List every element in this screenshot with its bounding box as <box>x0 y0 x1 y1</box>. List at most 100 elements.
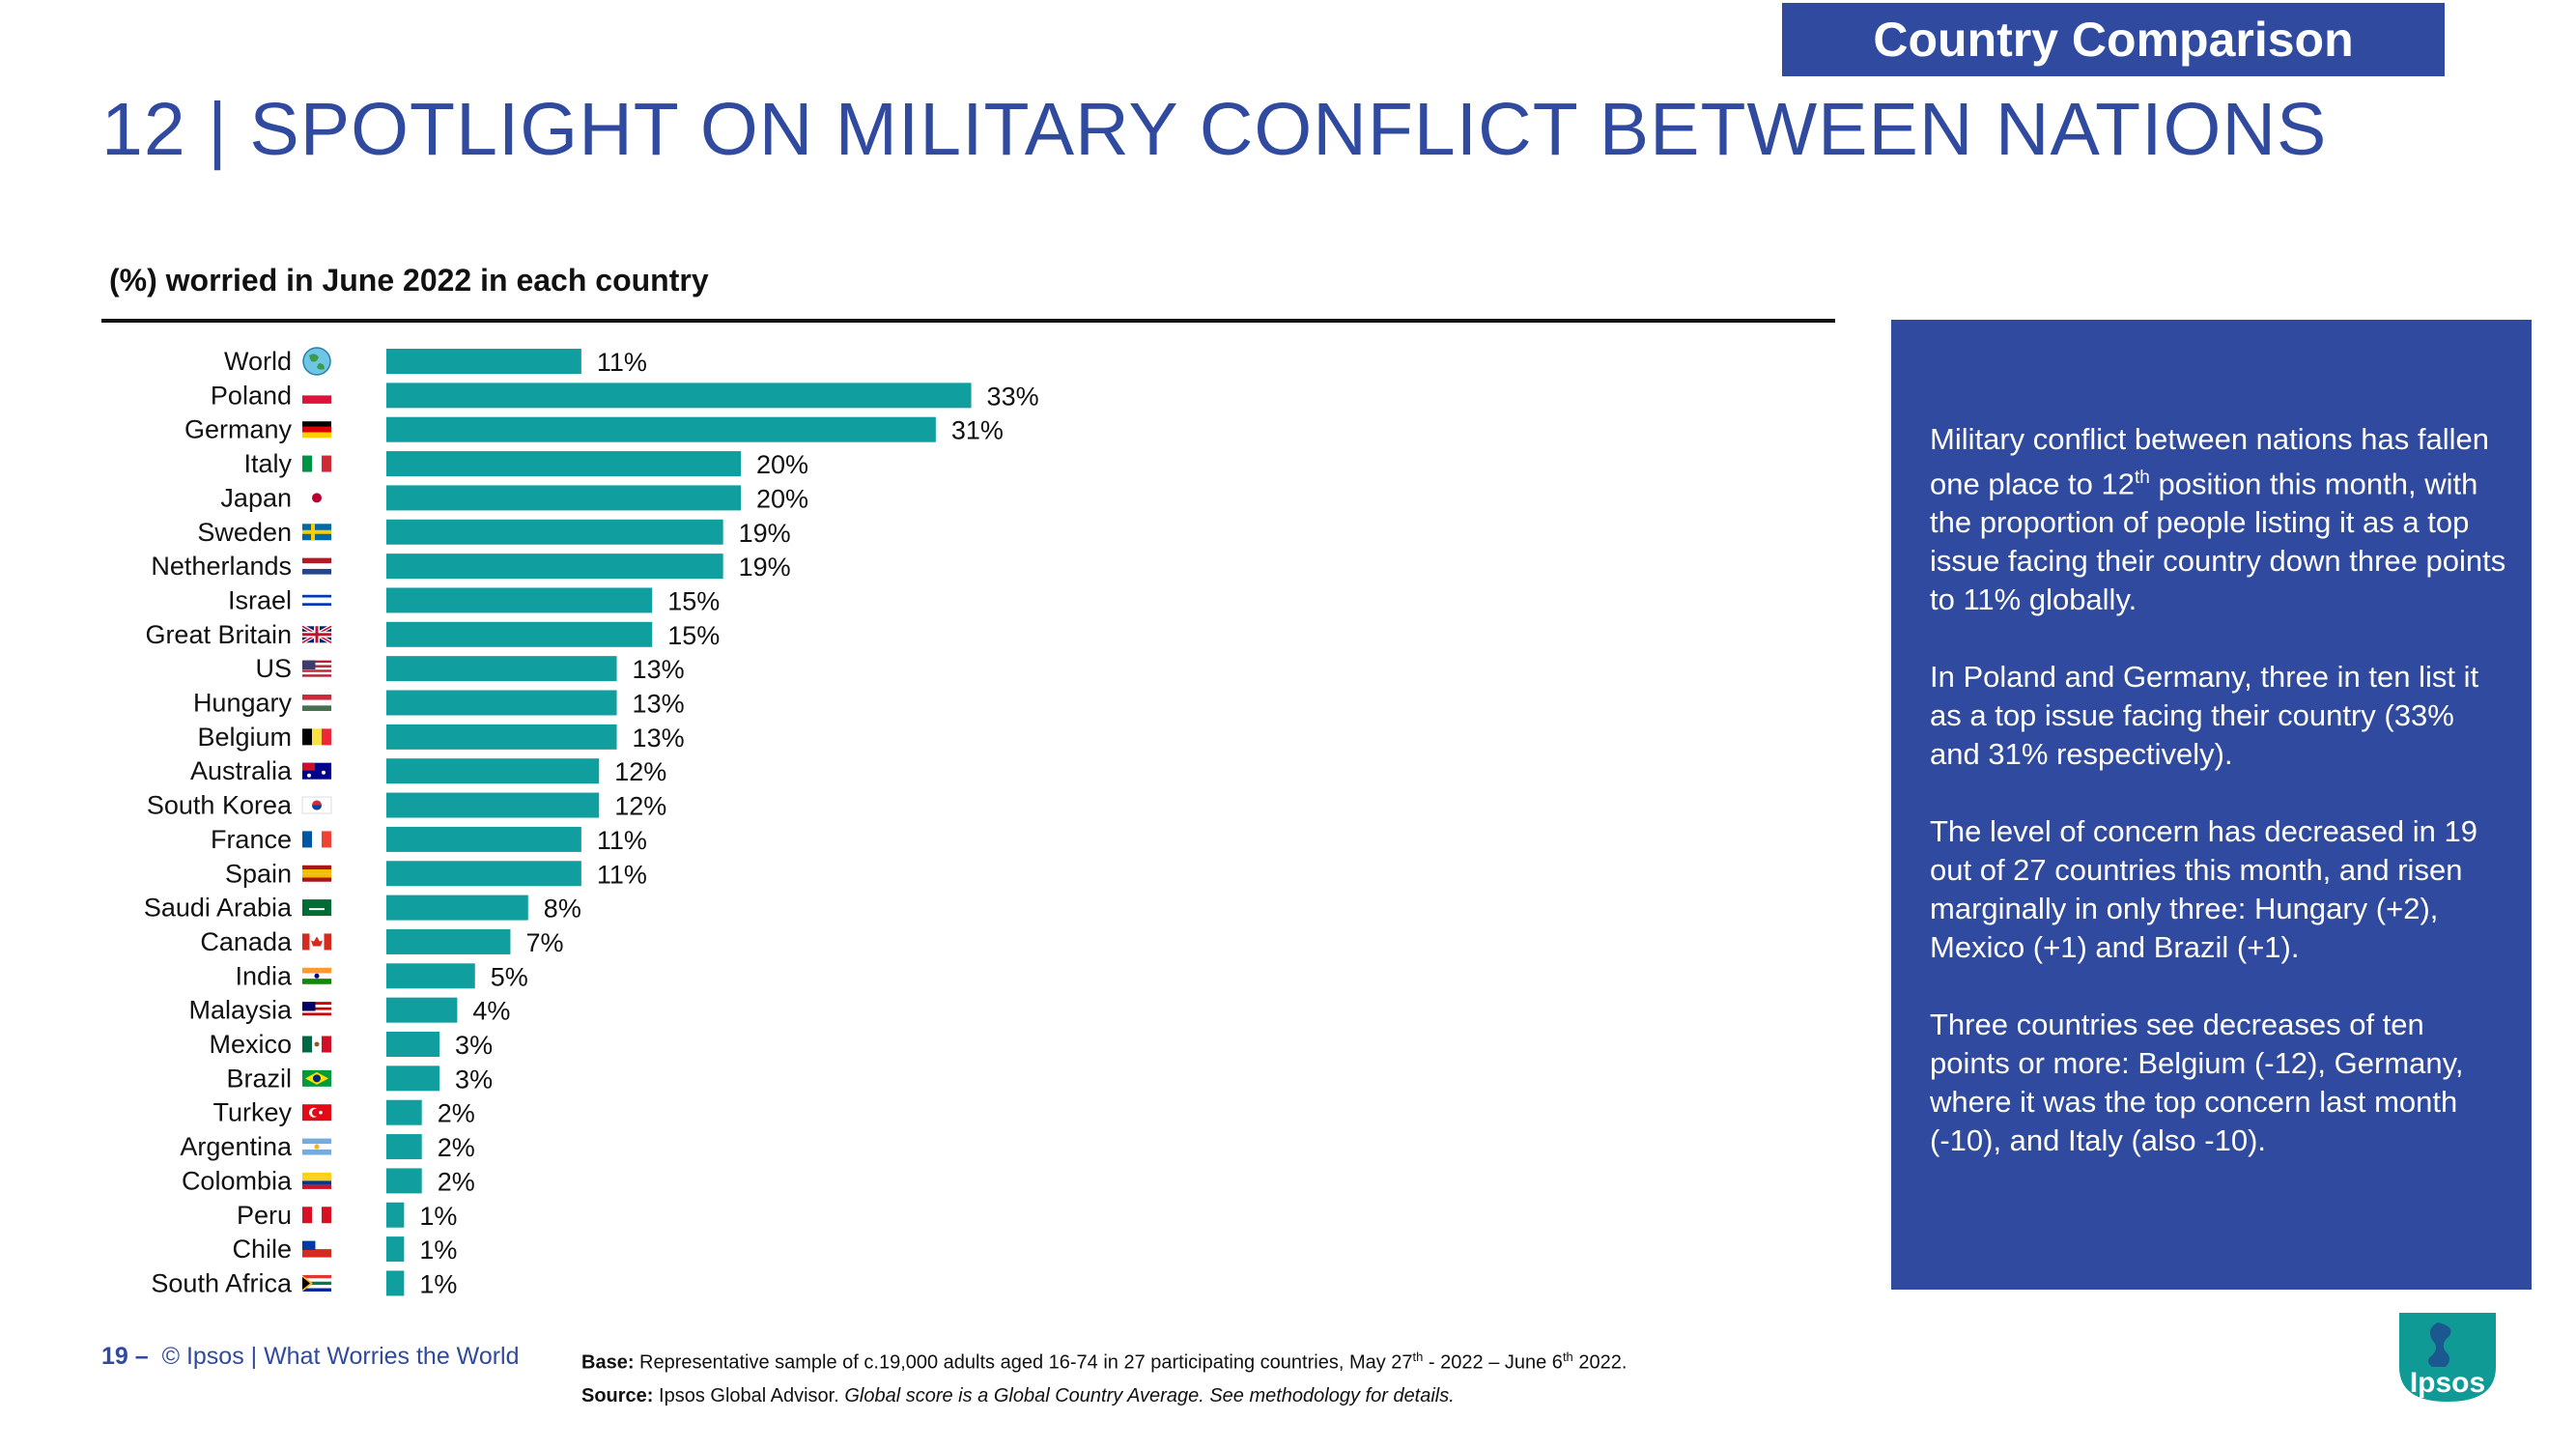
country-label: US <box>255 654 292 683</box>
value-label: 3% <box>455 1065 493 1094</box>
bar <box>386 519 723 545</box>
flag-poland-icon <box>302 386 331 404</box>
bar <box>386 485 741 511</box>
page-title: 12 | SPOTLIGHT ON MILITARY CONFLICT BETW… <box>101 88 2328 171</box>
flag-chile-icon <box>302 1240 331 1258</box>
flag-sweden-icon <box>302 524 331 541</box>
flag-netherlands-icon <box>302 557 331 575</box>
value-label: 8% <box>544 895 581 923</box>
flag-south-korea-icon <box>301 796 332 814</box>
flag-israel-icon <box>302 591 331 609</box>
flag-italy-icon <box>302 455 331 472</box>
country-label: World <box>224 347 292 376</box>
svg-text:Ipsos: Ipsos <box>2410 1367 2485 1399</box>
bar <box>386 1202 405 1228</box>
value-label: 1% <box>419 1269 457 1298</box>
country-label: Israel <box>228 585 292 614</box>
country-label: Spain <box>225 859 292 888</box>
value-label: 11% <box>597 826 647 855</box>
value-label: 19% <box>739 519 791 548</box>
value-label: 19% <box>739 553 791 582</box>
commentary-paragraph-2: In Poland and Germany, three in ten list… <box>1930 660 2479 772</box>
flag-india-icon <box>302 967 331 984</box>
value-label: 7% <box>525 928 563 957</box>
value-label: 15% <box>667 586 720 615</box>
value-label: 13% <box>633 655 685 684</box>
value-label: 13% <box>633 690 685 719</box>
bar <box>386 621 653 647</box>
bar <box>386 656 617 682</box>
country-label: France <box>211 825 292 854</box>
value-label: 4% <box>472 997 510 1026</box>
country-label: Malaysia <box>188 996 293 1025</box>
bar <box>386 826 581 852</box>
bar <box>386 587 653 613</box>
country-label: Australia <box>190 756 293 785</box>
bar <box>386 758 600 784</box>
country-label: Turkey <box>212 1098 292 1127</box>
bar <box>386 861 581 887</box>
value-label: 1% <box>419 1202 457 1231</box>
bar <box>386 1270 405 1296</box>
country-label: Argentina <box>180 1132 293 1161</box>
bar <box>386 451 741 477</box>
flag-us-icon <box>302 660 331 677</box>
bar <box>386 997 458 1023</box>
bar <box>386 895 528 921</box>
ipsos-logo: Ipsos <box>2399 1313 2496 1402</box>
divider <box>101 319 1835 323</box>
page-number: 19 – <box>101 1343 149 1370</box>
value-label: 12% <box>614 757 666 786</box>
bar <box>386 554 723 580</box>
flag-colombia-icon <box>302 1172 331 1189</box>
bar <box>386 1032 440 1057</box>
bar <box>386 1065 440 1092</box>
commentary-panel: Military conflict between nations has fa… <box>1891 320 2532 1290</box>
value-label: 13% <box>633 724 685 753</box>
flag-france-icon <box>302 831 331 848</box>
country-label: Hungary <box>193 689 293 718</box>
country-label: Colombia <box>182 1166 293 1195</box>
bar <box>386 1134 422 1160</box>
value-label: 3% <box>455 1031 493 1060</box>
value-label: 5% <box>491 962 528 991</box>
value-label: 20% <box>756 450 808 479</box>
bar <box>386 792 600 818</box>
flag-argentina-icon <box>302 1138 331 1155</box>
footer-credit: 19 – © Ipsos | What Worries the World <box>101 1343 520 1371</box>
flag-hungary-icon <box>302 695 331 711</box>
section-tag: Country Comparison <box>1782 3 2445 76</box>
flag-spain-icon <box>302 865 331 882</box>
flag-turkey-icon <box>302 1104 331 1122</box>
country-label: Chile <box>232 1235 292 1264</box>
base-note: Base: Representative sample of c.19,000 … <box>581 1350 1628 1374</box>
flag-saudi-arabia-icon <box>302 899 331 917</box>
value-label: 33% <box>987 382 1039 411</box>
bar <box>386 963 475 989</box>
country-label: Mexico <box>209 1030 292 1059</box>
country-label: South Africa <box>151 1268 293 1297</box>
bar <box>386 1236 405 1263</box>
commentary-paragraph-4: Three countries see decreases of ten poi… <box>1930 1008 2464 1158</box>
country-label: Belgium <box>197 723 292 752</box>
bar <box>386 383 972 409</box>
chart-subtitle: (%) worried in June 2022 in each country <box>109 263 709 298</box>
country-label: Canada <box>200 927 293 956</box>
bar <box>386 724 617 750</box>
bar <box>386 349 581 374</box>
value-label: 11% <box>597 860 647 889</box>
country-label: Great Britain <box>145 620 292 649</box>
country-label: Peru <box>237 1201 292 1230</box>
value-label: 20% <box>756 484 808 513</box>
country-label: Japan <box>220 483 292 512</box>
footer-notes: Base: Representative sample of c.19,000 … <box>581 1341 1627 1412</box>
commentary-paragraph-3: The level of concern has decreased in 19… <box>1930 814 2477 965</box>
flag-south-africa-icon <box>302 1274 331 1292</box>
country-label: South Korea <box>147 791 293 820</box>
value-label: 12% <box>614 792 666 821</box>
value-label: 2% <box>438 1099 475 1128</box>
bar <box>386 928 511 954</box>
flag-malaysia-icon <box>302 1002 331 1019</box>
flag-mexico-icon <box>302 1036 331 1053</box>
flag-peru-icon <box>302 1207 331 1224</box>
